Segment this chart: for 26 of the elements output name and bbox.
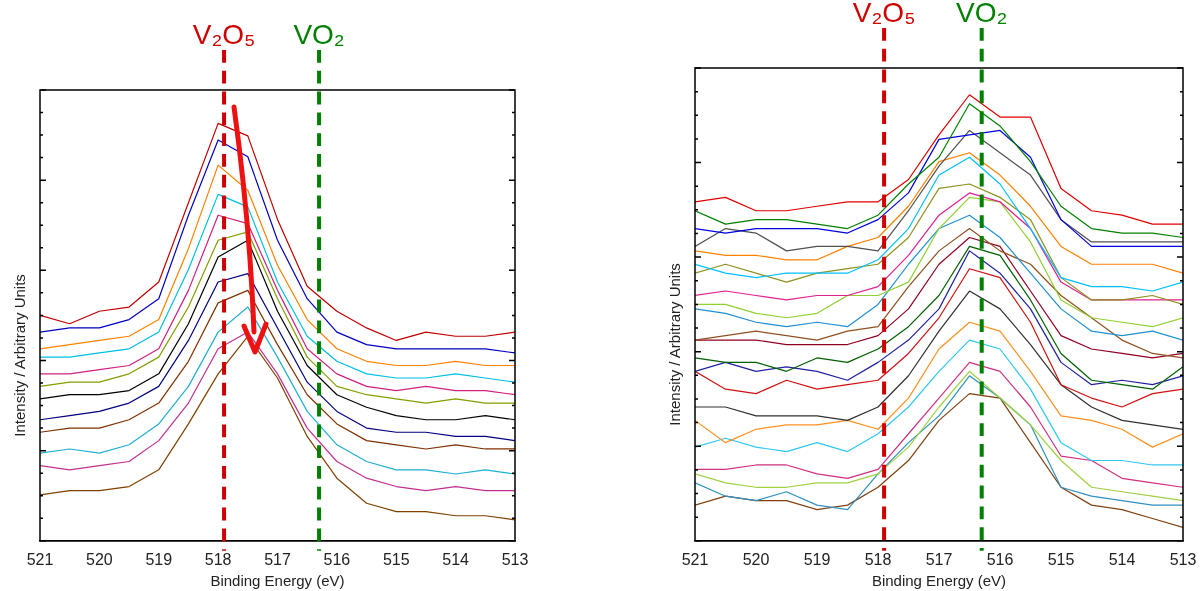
x-tick-label: 521 bbox=[681, 550, 709, 568]
x-tick-label: 513 bbox=[1169, 550, 1197, 568]
x-tick-label: 520 bbox=[742, 550, 770, 568]
x-tick-label: 515 bbox=[1047, 550, 1075, 568]
x-tick-label: 516 bbox=[323, 550, 351, 568]
x-axis-title: Binding Energy (eV) bbox=[210, 572, 345, 590]
ref-line-label: V₂O₅ bbox=[192, 18, 256, 50]
x-tick-label: 517 bbox=[925, 550, 953, 568]
x-tick-label: 514 bbox=[442, 550, 470, 568]
y-axis-title: Intensity / Arbitrary Units bbox=[10, 274, 28, 437]
x-tick-label: 519 bbox=[145, 550, 173, 568]
x-tick-label: 517 bbox=[264, 550, 291, 568]
x-tick-label: 515 bbox=[382, 550, 410, 568]
ref-line-label: V₂O₅ bbox=[852, 0, 916, 28]
x-tick-label: 521 bbox=[26, 550, 54, 568]
y-axis-title: Intensity / Arbitrary Units bbox=[665, 263, 683, 426]
ref-line-label: VO₂ bbox=[293, 18, 345, 50]
x-tick-label: 520 bbox=[86, 550, 113, 568]
ref-line-label: VO₂ bbox=[956, 0, 1008, 28]
x-tick-label: 518 bbox=[864, 550, 892, 568]
x-axis-title: Binding Energy (eV) bbox=[871, 572, 1007, 590]
x-tick-label: 519 bbox=[803, 550, 831, 568]
x-tick-label: 514 bbox=[1108, 550, 1136, 568]
x-tick-label: 513 bbox=[501, 550, 529, 568]
x-tick-label: 516 bbox=[986, 550, 1014, 568]
x-tick-label: 518 bbox=[204, 550, 232, 568]
